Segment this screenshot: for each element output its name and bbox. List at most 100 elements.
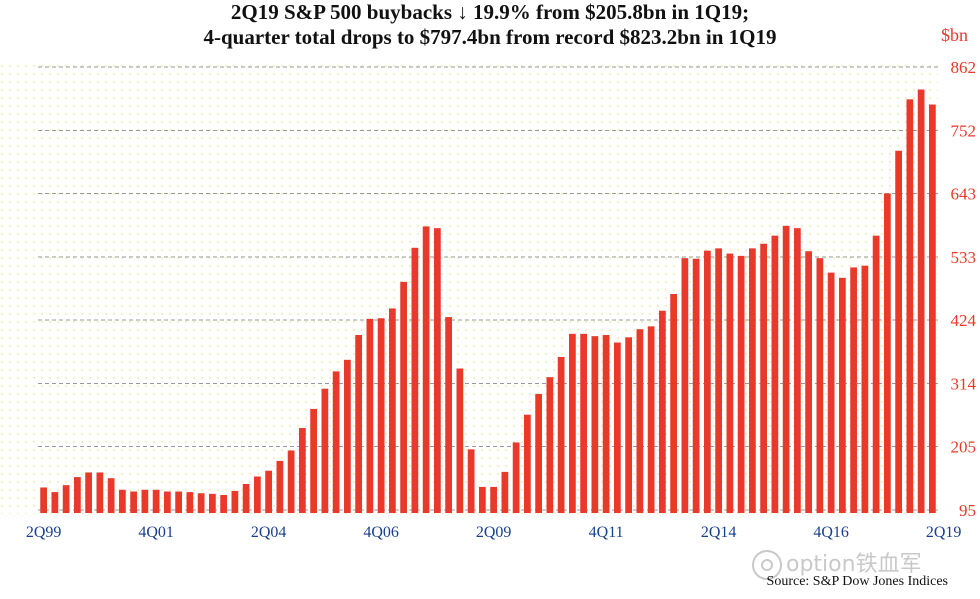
bar-4Q16: [827, 272, 835, 513]
y-tick-label-533: 533: [951, 248, 977, 267]
bar-3Q09: [501, 471, 509, 513]
bar-2Q16: [805, 251, 812, 513]
bar-2Q00: [85, 472, 92, 513]
bar-1Q04: [254, 476, 261, 513]
chart-title-line-2: 4-quarter total drops to $797.4bn from r…: [203, 25, 777, 49]
bar-3Q02: [186, 492, 194, 513]
bar-4Q07: [422, 226, 430, 513]
watermark-text: option铁血军: [786, 552, 922, 577]
bar-2Q05: [310, 408, 317, 513]
bar-2Q13: [670, 293, 677, 513]
bar-2Q99: [40, 487, 47, 513]
bar-1Q13: [659, 310, 666, 513]
bar-2Q09: [490, 486, 497, 513]
bar-3Q15: [771, 235, 779, 513]
bar-1Q01: [119, 489, 126, 513]
bar-2Q01: [130, 491, 137, 513]
y-tick-label-643: 643: [951, 184, 977, 203]
bar-1Q03: [209, 493, 216, 513]
x-tick-label-4Q16: 4Q16: [813, 524, 849, 541]
y-axis-tick-labels: 95 205 314 424 533 643 752 862: [951, 58, 977, 520]
bar-2Q15: [760, 243, 767, 514]
bar-4Q17: [872, 235, 880, 513]
bar-1Q00: [74, 477, 81, 513]
bar-3Q11: [591, 336, 599, 513]
x-tick-label-2Q04: 2Q04: [251, 524, 287, 541]
y-axis-unit-label: $bn: [941, 25, 968, 45]
watermark: option铁血军: [752, 546, 922, 580]
bar-3Q13: [681, 258, 689, 513]
bar-3Q06: [366, 318, 374, 513]
y-tick-label-205: 205: [951, 437, 977, 456]
chart-title: 2Q19 S&P 500 buybacks ↓ 19.9% from $205.…: [0, 0, 980, 50]
x-tick-label-4Q01: 4Q01: [138, 524, 174, 541]
bar-2Q17: [850, 267, 857, 513]
bar-3Q17: [861, 265, 869, 513]
bar-1Q07: [389, 308, 396, 513]
bar-1Q18: [884, 193, 891, 514]
bar-3Q04: [276, 460, 284, 513]
bar-3Q03: [231, 490, 239, 513]
bar-4Q06: [377, 318, 385, 513]
bar-3Q12: [636, 329, 644, 513]
bar-1Q12: [614, 342, 621, 513]
bar-4Q11: [602, 334, 610, 513]
x-tick-label-2Q19: 2Q19: [926, 524, 962, 541]
bar-2Q11: [580, 333, 587, 513]
bar-2Q06: [355, 334, 362, 513]
bar-3Q10: [546, 377, 554, 513]
y-tick-label-314: 314: [951, 375, 977, 394]
y-tick-label-95: 95: [959, 501, 976, 520]
bar-3Q01: [141, 489, 149, 513]
bar-2Q02: [175, 491, 182, 513]
bar-2Q10: [535, 393, 542, 513]
bar-2Q07: [400, 281, 407, 513]
bar-4Q09: [512, 442, 520, 513]
bar-4Q15: [782, 225, 790, 513]
y-tick-label-752: 752: [951, 122, 977, 141]
bar-3Q00: [96, 472, 104, 513]
source-note: Source: S&P Dow Jones Indices: [766, 574, 948, 589]
bar-4Q05: [332, 371, 340, 513]
bar-1Q11: [569, 333, 576, 513]
bar-4Q10: [557, 356, 565, 513]
chart-title-line-1: 2Q19 S&P 500 buybacks ↓ 19.9% from $205.…: [230, 0, 750, 24]
x-tick-label-2Q09: 2Q09: [476, 524, 512, 541]
bar-2Q03: [220, 494, 227, 513]
bar-4Q14: [737, 255, 745, 513]
bar-4Q00: [107, 478, 115, 513]
bar-2Q18: [895, 150, 902, 513]
plot-background: [0, 62, 938, 514]
x-tick-label-2Q14: 2Q14: [701, 524, 737, 541]
bar-1Q09: [479, 486, 486, 513]
bar-3Q18: [906, 99, 914, 513]
bar-3Q14: [726, 253, 734, 513]
bar-1Q14: [704, 250, 711, 514]
watermark-logo-icon: [752, 550, 782, 580]
bar-4Q02: [197, 493, 205, 513]
bar-1Q17: [839, 277, 846, 513]
bar-4Q08: [467, 449, 475, 513]
bar-4Q18: [917, 89, 925, 513]
bar-1Q16: [794, 228, 801, 513]
bar-3Q99: [51, 492, 59, 513]
bar-3Q07: [411, 247, 419, 513]
x-tick-label-4Q06: 4Q06: [363, 524, 399, 541]
bar-series: [40, 89, 936, 514]
bar-1Q10: [524, 414, 531, 513]
bar-2Q04: [265, 470, 272, 513]
bar-4Q01: [152, 489, 160, 513]
bar-1Q08: [434, 228, 441, 513]
y-tick-label-424: 424: [951, 311, 977, 330]
bar-1Q05: [299, 427, 306, 513]
bar-1Q06: [344, 359, 351, 513]
bar-3Q08: [456, 368, 464, 513]
bar-3Q05: [321, 388, 329, 513]
bar-4Q03: [242, 484, 250, 513]
x-tick-label-2Q99: 2Q99: [26, 524, 62, 541]
bar-1Q19: [929, 104, 936, 513]
bar-4Q13: [692, 258, 700, 513]
x-tick-label-4Q11: 4Q11: [589, 524, 624, 541]
bar-1Q02: [164, 491, 171, 513]
